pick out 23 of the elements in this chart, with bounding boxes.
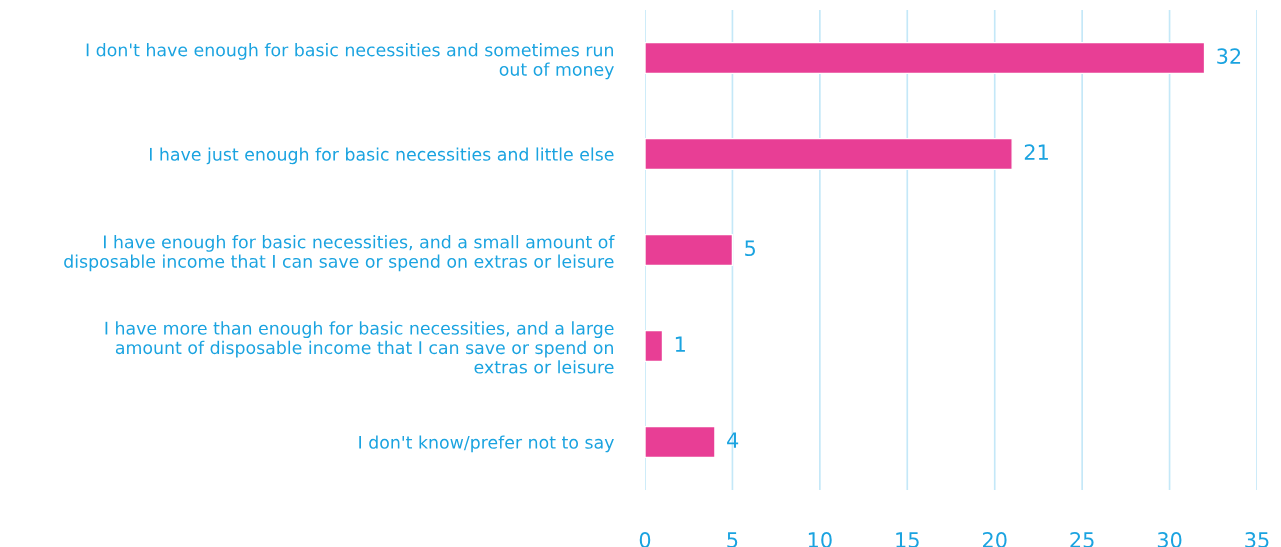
y-tick-label: I don't know/prefer not to say — [359, 435, 614, 453]
bar — [645, 329, 664, 363]
bar — [645, 137, 1013, 171]
y-tick-label: I have just enough for basic necessities and little else — [149, 147, 614, 165]
x-tick-label: 25 — [1070, 532, 1094, 547]
y-tick-label: I have enough for basic necessities, and a small amount of disposable income that I can save or spend on extras or leisure — [64, 235, 615, 272]
bar — [645, 233, 734, 267]
bar — [645, 41, 1206, 75]
bar — [645, 425, 716, 459]
x-tick-label: 0 — [639, 532, 651, 547]
x-tick-label: 10 — [808, 532, 832, 547]
x-tick-label: 30 — [1157, 532, 1182, 547]
x-tick-label: 20 — [982, 532, 1007, 547]
x-tick-label: 35 — [1245, 532, 1269, 547]
data-label: 5 — [745, 240, 755, 257]
data-label: 1 — [675, 336, 685, 352]
x-tick-label: 5 — [727, 532, 738, 547]
y-tick-label: I don't have enough for basic necessities and sometimes run out of money — [86, 43, 614, 80]
data-label: 32 — [1217, 48, 1241, 65]
data-label: 21 — [1024, 144, 1048, 160]
data-label: 4 — [727, 432, 739, 448]
x-tick-label: 15 — [896, 532, 919, 547]
y-tick-label: I have more than enough for basic necessities, and a large amount of disposable income that I can save or spend on extras or leisure — [105, 321, 614, 374]
